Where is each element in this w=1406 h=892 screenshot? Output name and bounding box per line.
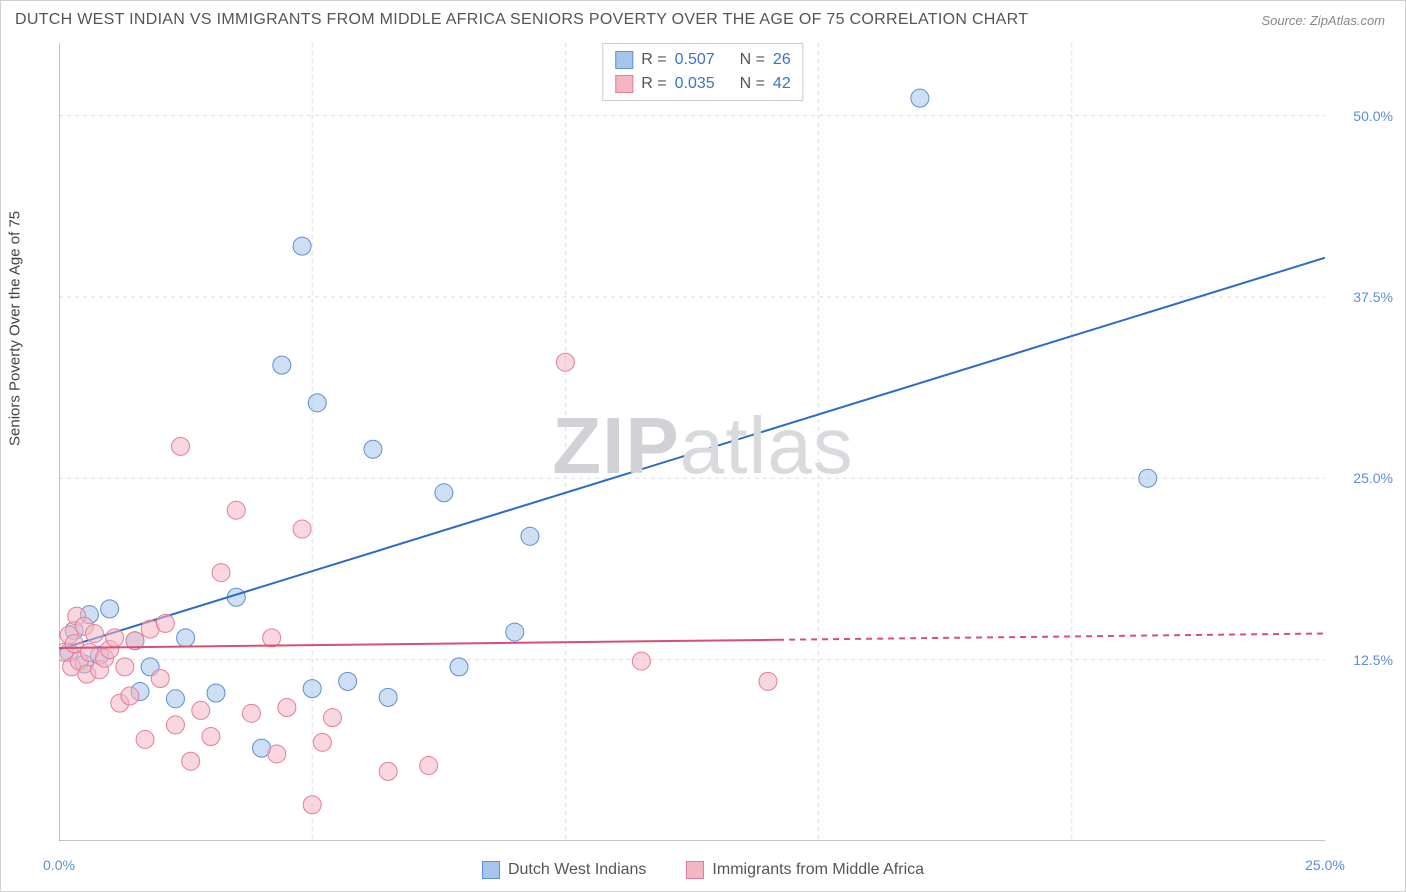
n-label: N = [740, 48, 765, 72]
data-point [263, 629, 281, 647]
data-point [293, 237, 311, 255]
data-point [116, 658, 134, 676]
legend-swatch [615, 75, 633, 93]
data-point [556, 353, 574, 371]
data-point [506, 623, 524, 641]
y-tick-label: 37.5% [1353, 289, 1393, 305]
data-point [207, 684, 225, 702]
y-tick-label: 50.0% [1353, 108, 1393, 124]
data-point [273, 356, 291, 374]
data-point [212, 564, 230, 582]
data-point [85, 625, 103, 643]
data-point [106, 629, 124, 647]
x-tick-label: 25.0% [1305, 857, 1345, 873]
stats-legend: R = 0.507 N = 26 R = 0.035 N = 42 [602, 43, 803, 101]
data-point [192, 701, 210, 719]
data-point [364, 440, 382, 458]
data-point [303, 680, 321, 698]
data-point [521, 527, 539, 545]
data-point [911, 89, 929, 107]
data-point [278, 699, 296, 717]
data-point [303, 796, 321, 814]
r-value: 0.507 [675, 48, 715, 72]
n-value: 26 [773, 48, 791, 72]
y-tick-label: 12.5% [1353, 652, 1393, 668]
data-point [182, 752, 200, 770]
legend-label: Immigrants from Middle Africa [712, 861, 924, 879]
y-tick-label: 25.0% [1353, 470, 1393, 486]
r-label: R = [641, 48, 666, 72]
data-point [166, 690, 184, 708]
data-point [202, 728, 220, 746]
data-point [759, 672, 777, 690]
data-point [227, 501, 245, 519]
title-bar: DUTCH WEST INDIAN VS IMMIGRANTS FROM MID… [1, 1, 1405, 37]
data-point [323, 709, 341, 727]
data-point [136, 730, 154, 748]
watermark: ZIPatlas [552, 400, 853, 492]
source-attribution: Source: ZipAtlas.com [1261, 13, 1385, 28]
x-tick-label: 0.0% [43, 857, 75, 873]
data-point [420, 757, 438, 775]
data-point [151, 669, 169, 687]
data-point [242, 704, 260, 722]
data-point [177, 629, 195, 647]
data-point [121, 687, 139, 705]
n-label: N = [740, 72, 765, 96]
legend-item: Immigrants from Middle Africa [686, 861, 924, 879]
stats-row: R = 0.035 N = 42 [615, 72, 790, 96]
stats-row: R = 0.507 N = 26 [615, 48, 790, 72]
legend-swatch [615, 51, 633, 69]
data-point [166, 716, 184, 734]
r-label: R = [641, 72, 666, 96]
data-point [308, 394, 326, 412]
trend-line-extrapolated [778, 634, 1325, 640]
legend-swatch [482, 861, 500, 879]
data-point [1139, 469, 1157, 487]
r-value: 0.035 [675, 72, 715, 96]
series-legend: Dutch West Indians Immigrants from Middle… [482, 861, 924, 879]
data-point [268, 745, 286, 763]
data-point [101, 600, 119, 618]
legend-swatch [686, 861, 704, 879]
data-point [632, 652, 650, 670]
n-value: 42 [773, 72, 791, 96]
data-point [339, 672, 357, 690]
data-point [435, 484, 453, 502]
trend-line [59, 640, 778, 648]
data-point [450, 658, 468, 676]
chart-title: DUTCH WEST INDIAN VS IMMIGRANTS FROM MID… [15, 11, 1028, 29]
legend-item: Dutch West Indians [482, 861, 646, 879]
data-point [156, 614, 174, 632]
legend-label: Dutch West Indians [508, 861, 646, 879]
y-axis-label: Seniors Poverty Over the Age of 75 [7, 211, 24, 446]
data-point [379, 762, 397, 780]
data-point [313, 733, 331, 751]
data-point [379, 688, 397, 706]
data-point [172, 437, 190, 455]
data-point [293, 520, 311, 538]
